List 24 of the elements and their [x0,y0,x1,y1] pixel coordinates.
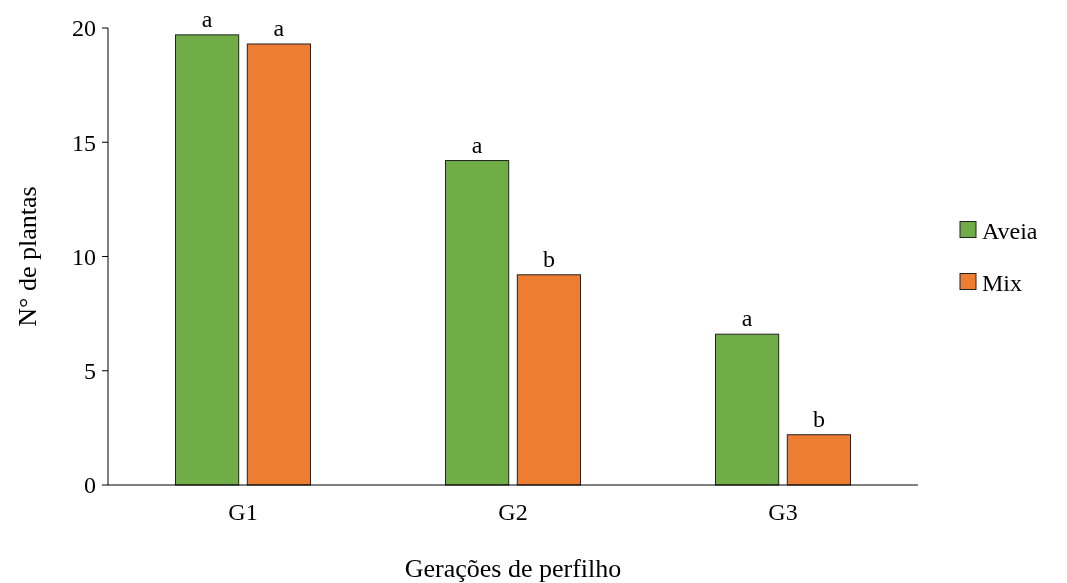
y-tick-label: 0 [84,472,96,499]
y-axis-title: N° de plantas [13,186,42,327]
legend-label: Mix [982,269,1023,296]
y-tick-label: 20 [72,15,96,42]
x-tick-label: G1 [228,499,258,525]
legend-label: Aveia [982,217,1038,244]
bar [786,434,851,486]
y-tick-label: 15 [72,129,96,156]
x-tick-label: G3 [768,499,798,525]
bar [715,333,780,486]
annotation: a [273,14,285,41]
annotation: b [542,245,555,272]
x-axis-title: Gerações de perfilho [404,554,622,583]
bar [175,34,240,486]
bar [246,43,311,486]
bar [445,160,510,486]
y-tick-label: 10 [72,243,96,270]
annotation: b [812,405,825,432]
y-tick-label: 5 [84,358,96,385]
x-tick-label: G2 [498,499,528,525]
annotation: a [471,131,483,158]
bar [516,274,581,486]
annotation: a [201,5,213,32]
annotation: a [741,305,753,332]
